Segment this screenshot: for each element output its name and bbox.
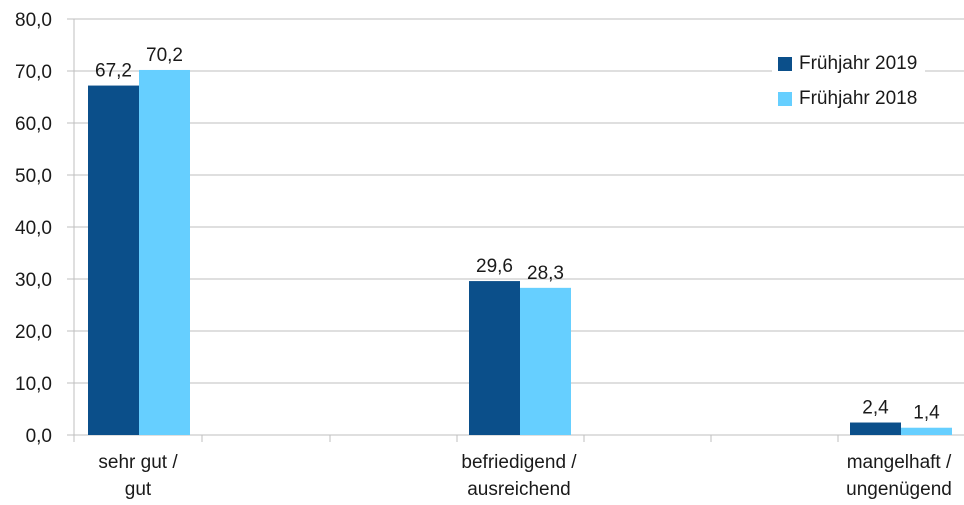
x-category-label: mangelhaft /: [847, 452, 952, 473]
y-tick-label: 50,0: [15, 166, 52, 187]
legend-item-series-1: Frühjahr 2019: [778, 46, 917, 81]
y-tick-label: 70,0: [15, 62, 52, 83]
data-label: 1,4: [913, 403, 940, 424]
bar-series-1-2: [469, 281, 520, 435]
data-label: 67,2: [95, 61, 132, 82]
y-tick-label: 40,0: [15, 218, 52, 239]
data-label: 2,4: [862, 398, 889, 419]
bar-series-2-3: [901, 427, 952, 435]
y-tick-label: 80,0: [15, 10, 52, 31]
data-label: 28,3: [527, 263, 564, 284]
y-tick-label: 30,0: [15, 270, 52, 291]
bar-series-1-3: [850, 422, 901, 435]
bar-series-2-1: [139, 69, 190, 436]
legend-swatch-series-1: [778, 56, 792, 71]
x-category-label: sehr gut /: [98, 452, 178, 473]
legend-item-series-2: Frühjahr 2018: [778, 81, 917, 116]
bars: [88, 69, 952, 436]
y-tick-label: 0,0: [26, 426, 52, 447]
legend: Frühjahr 2019 Frühjahr 2018: [772, 42, 926, 122]
x-category-label: befriedigend /: [461, 452, 577, 473]
legend-swatch-series-2: [778, 91, 792, 106]
bar-series-1-1: [88, 85, 139, 435]
y-tick-label: 20,0: [15, 322, 52, 343]
x-category-label: ungenügend: [846, 479, 952, 500]
gridlines: [67, 18, 964, 436]
axes: 0,0 10,0 20,0 30,0 40,0 50,0 60,0 70,0 80,0 sehr …: [15, 10, 952, 500]
data-labels: 67,2 29,6 2,4 70,2 28,3 1,4: [95, 45, 940, 424]
x-category-label: gut: [125, 479, 152, 500]
x-category-label: ausreichend: [467, 479, 571, 500]
y-tick-label: 10,0: [15, 374, 52, 395]
bar-series-2-2: [520, 287, 571, 435]
legend-label-series-2: Frühjahr 2018: [799, 87, 918, 109]
data-label: 70,2: [146, 45, 183, 66]
legend-label-series-1: Frühjahr 2019: [799, 52, 918, 74]
data-label: 29,6: [476, 256, 513, 277]
y-tick-label: 60,0: [15, 114, 52, 135]
